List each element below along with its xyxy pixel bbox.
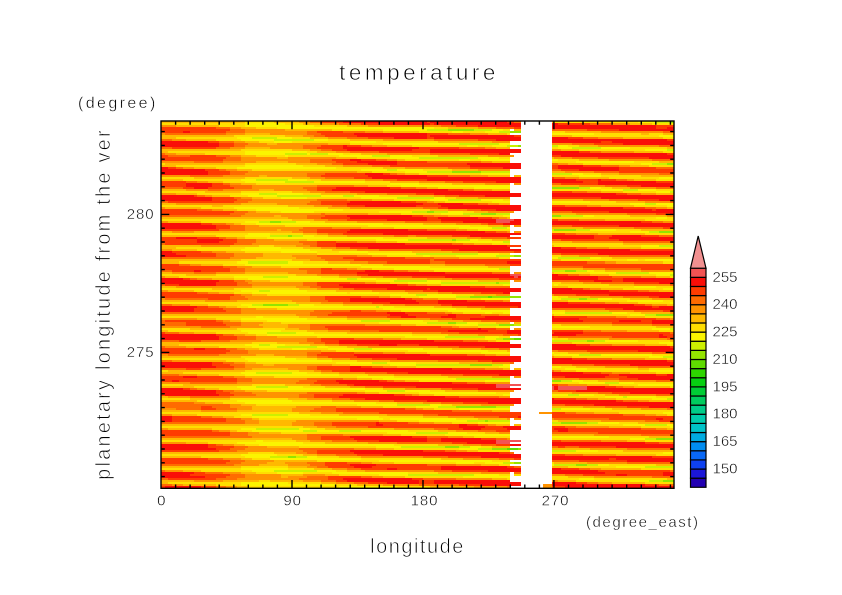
svg-text:280: 280	[127, 206, 155, 223]
svg-text:240: 240	[713, 296, 738, 313]
svg-text:150: 150	[713, 461, 738, 478]
svg-text:longitude: longitude	[370, 536, 465, 558]
svg-text:195: 195	[713, 378, 738, 395]
svg-text:275: 275	[127, 344, 155, 361]
svg-text:225: 225	[713, 324, 738, 341]
svg-text:(degree): (degree)	[78, 95, 158, 112]
svg-text:90: 90	[283, 493, 302, 510]
svg-text:temperature: temperature	[339, 60, 499, 85]
svg-text:planetary longitude from the v: planetary longitude from the ver	[93, 128, 115, 480]
svg-text:180: 180	[411, 493, 439, 510]
svg-text:270: 270	[542, 493, 570, 510]
svg-text:0: 0	[157, 493, 166, 510]
svg-text:(degree_east): (degree_east)	[586, 514, 700, 531]
svg-text:255: 255	[713, 269, 738, 286]
svg-text:165: 165	[713, 433, 738, 450]
svg-text:210: 210	[713, 351, 738, 368]
svg-text:180: 180	[713, 406, 738, 423]
